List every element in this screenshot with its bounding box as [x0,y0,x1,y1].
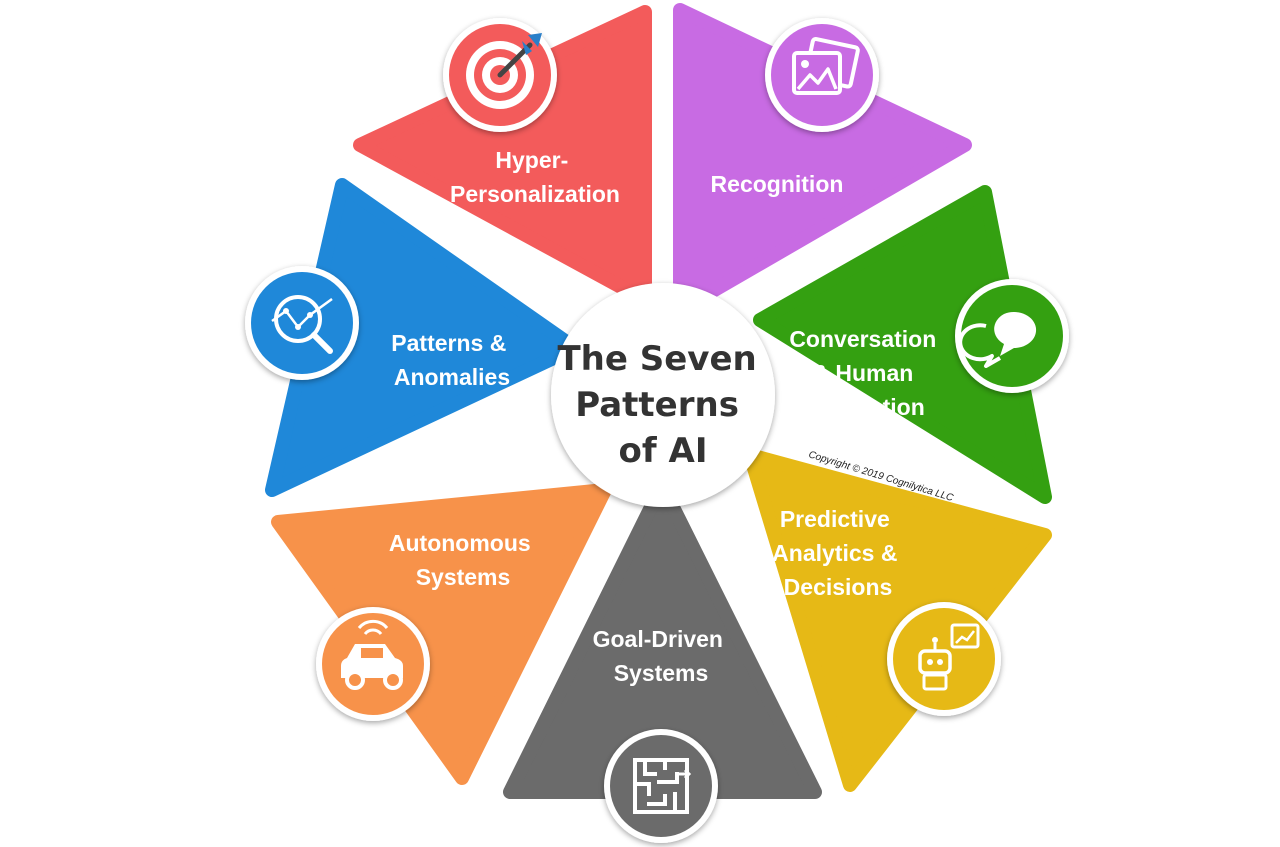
label-autonomous-systems: Autonomous Systems [389,530,537,590]
target-icon [443,18,557,132]
label-recognition: Recognition [711,171,844,197]
label-patterns-anomalies: Patterns & Anomalies [391,330,512,390]
image-icon [765,18,879,132]
center-title: The Seven Patterns of AI [557,339,768,471]
center-title-badge: The Seven Patterns of AI [551,283,775,507]
maze-icon [604,729,718,843]
label-goal-driven: Goal-Driven Systems [593,626,730,686]
robot-chart-icon [887,602,1001,716]
label-predictive-analytics: Predictive Analytics & Decisions [772,506,904,600]
label-hyper-personalization: Hyper- Personalization [450,147,620,207]
label-conversation: Conversation & Human Interaction [789,326,942,420]
magnifier-chart-icon [245,266,359,380]
car-icon [316,607,430,721]
chat-icon [955,279,1069,393]
